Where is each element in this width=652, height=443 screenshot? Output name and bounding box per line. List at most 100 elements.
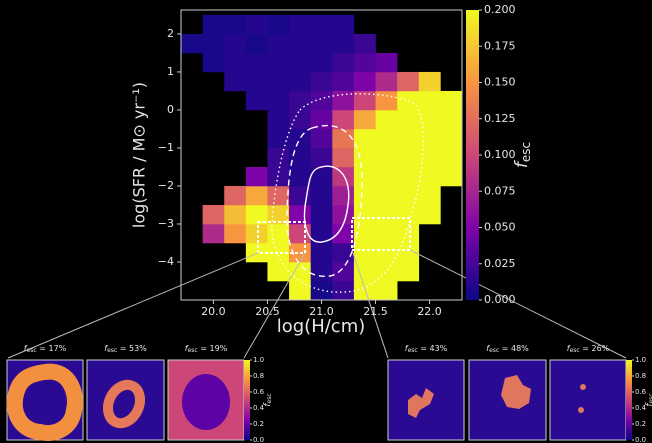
heatmap-cell bbox=[332, 72, 354, 91]
label-subscript: esc bbox=[188, 347, 198, 354]
heatmap-cell bbox=[440, 167, 462, 186]
y-tick-label: 1 bbox=[167, 65, 174, 78]
heatmap-cell bbox=[332, 148, 354, 167]
heatmap-cell bbox=[354, 110, 376, 129]
heatmap-cell bbox=[311, 186, 333, 205]
x-tick-label: 21.5 bbox=[363, 305, 388, 318]
heatmap-cell bbox=[419, 186, 441, 205]
heatmap-cell bbox=[332, 34, 354, 53]
inset-label: fesc = 43% bbox=[405, 344, 448, 354]
heatmap-cell bbox=[289, 262, 311, 281]
inset-blob bbox=[578, 407, 584, 413]
inset-colorbar bbox=[626, 360, 632, 440]
heatmap-cell bbox=[246, 167, 268, 186]
heatmap-cell bbox=[181, 34, 203, 53]
inset-colorbar bbox=[244, 360, 250, 440]
heatmap-cell bbox=[311, 110, 333, 129]
heatmap-cell bbox=[311, 243, 333, 262]
heatmap-cell bbox=[311, 72, 333, 91]
heatmap-cell bbox=[267, 262, 289, 281]
heatmap-cell bbox=[311, 129, 333, 148]
x-tick-label: 22.0 bbox=[417, 305, 442, 318]
heatmap-cell bbox=[419, 167, 441, 186]
heatmap-cell bbox=[354, 34, 376, 53]
heatmap-cell bbox=[397, 186, 419, 205]
inset-colorbar-tick-label: 1.0 bbox=[635, 356, 646, 364]
heatmap-cell bbox=[419, 205, 441, 224]
colorbar-tick-label: 0.175 bbox=[484, 39, 516, 52]
heatmap-cell bbox=[397, 224, 419, 243]
heatmap-cell bbox=[332, 15, 354, 34]
heatmap-cell bbox=[224, 186, 246, 205]
inset-colorbar-tick-label: 0.6 bbox=[253, 388, 265, 396]
heatmap-cell bbox=[419, 129, 441, 148]
label-subscript: esc bbox=[27, 347, 37, 354]
x-tick-label: 20.5 bbox=[255, 305, 280, 318]
heatmap-cell bbox=[224, 205, 246, 224]
heatmap-cell bbox=[397, 148, 419, 167]
heatmap-cell bbox=[246, 15, 268, 34]
heatmap-cell bbox=[419, 110, 441, 129]
heatmap-cell bbox=[203, 53, 225, 72]
inset-blob bbox=[580, 384, 586, 390]
label-text: = 53% bbox=[117, 344, 147, 353]
heatmap-cell bbox=[311, 262, 333, 281]
heatmap-cell bbox=[267, 224, 289, 243]
y-tick-label: −3 bbox=[158, 217, 174, 230]
heatmap-cell bbox=[267, 15, 289, 34]
heatmap-cell bbox=[354, 129, 376, 148]
heatmap-cell bbox=[246, 34, 268, 53]
heatmap-cell bbox=[246, 243, 268, 262]
heatmap-cell bbox=[267, 186, 289, 205]
heatmap-cell bbox=[289, 91, 311, 110]
heatmap-cell bbox=[224, 72, 246, 91]
label-text: = 48% bbox=[499, 344, 529, 353]
inset-colorbar-tick-label: 0.0 bbox=[253, 436, 264, 443]
colorbar-tick-label: 0.200 bbox=[484, 3, 516, 16]
label-subscript: esc bbox=[519, 142, 533, 162]
label-text: = 26% bbox=[580, 344, 610, 353]
heatmap-cell bbox=[354, 72, 376, 91]
label-subscript: esc bbox=[489, 347, 499, 354]
heatmap-cell bbox=[332, 262, 354, 281]
colorbar-tick-label: 0.100 bbox=[484, 148, 516, 161]
heatmap-cell bbox=[289, 110, 311, 129]
heatmap-cell bbox=[376, 167, 398, 186]
heatmap-cell bbox=[224, 224, 246, 243]
colorbar-tick-label: 0.025 bbox=[484, 257, 516, 270]
heatmap-cell bbox=[376, 186, 398, 205]
heatmap-cell bbox=[354, 167, 376, 186]
label-subscript: esc bbox=[408, 347, 418, 354]
heatmap-cell bbox=[224, 34, 246, 53]
y-axis-label: log(SFR / M⊙ yr⁻¹) bbox=[130, 82, 149, 228]
heatmap-cell bbox=[246, 224, 268, 243]
heatmap-cell bbox=[289, 34, 311, 53]
heatmap-cell bbox=[332, 243, 354, 262]
heatmap-cell bbox=[203, 15, 225, 34]
y-tick-label: −4 bbox=[158, 255, 174, 268]
heatmap-cell bbox=[419, 148, 441, 167]
heatmap-cell bbox=[224, 53, 246, 72]
x-tick-label: 21.0 bbox=[309, 305, 334, 318]
colorbar-tick-label: 0.125 bbox=[484, 112, 516, 125]
label-text: = 19% bbox=[198, 344, 228, 353]
heatmap-cell bbox=[397, 110, 419, 129]
x-axis-label: log(H/cm) bbox=[277, 316, 366, 337]
connector bbox=[410, 250, 626, 358]
heatmap-cell bbox=[267, 72, 289, 91]
inset-label: fesc = 17% bbox=[24, 344, 67, 354]
label-text: = 17% bbox=[37, 344, 67, 353]
inset-label: fesc = 53% bbox=[104, 344, 147, 354]
inset-images bbox=[7, 360, 626, 440]
heatmap-cell bbox=[397, 91, 419, 110]
heatmap-cell bbox=[289, 129, 311, 148]
heatmap-cell bbox=[376, 148, 398, 167]
label-subscript: esc bbox=[648, 393, 652, 403]
colorbar-tick-label: 0.000 bbox=[484, 293, 516, 306]
heatmap-cell bbox=[267, 110, 289, 129]
inset-label: fesc = 48% bbox=[486, 344, 529, 354]
heatmap-cell bbox=[332, 205, 354, 224]
inset-colorbar-tick-label: 0.2 bbox=[253, 420, 264, 428]
heatmap-cell bbox=[332, 53, 354, 72]
heatmap-cell bbox=[267, 91, 289, 110]
